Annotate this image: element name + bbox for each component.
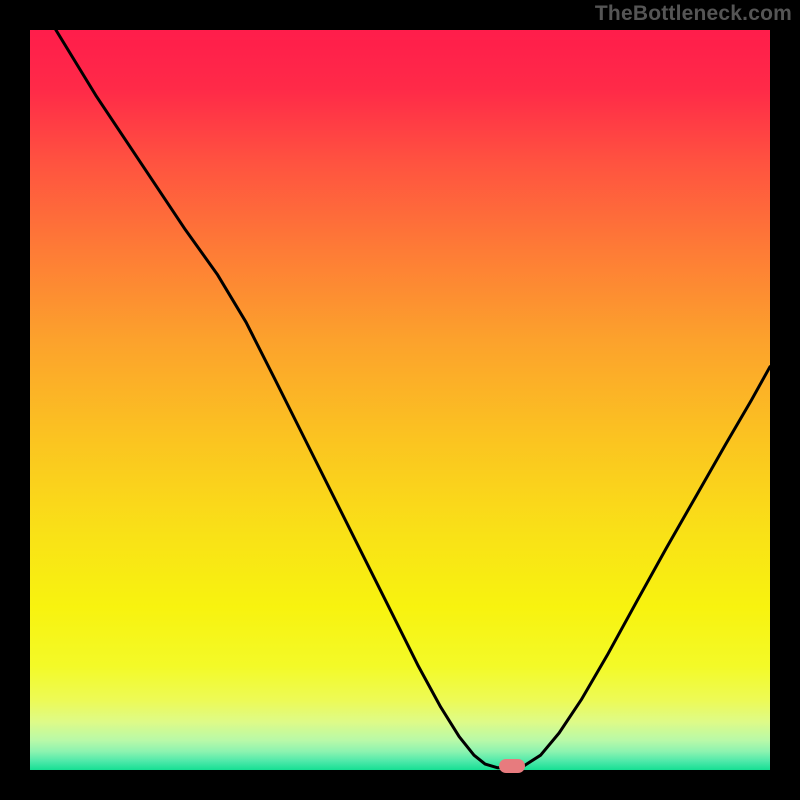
chart-frame: TheBottleneck.com (0, 0, 800, 800)
gradient-background (30, 30, 770, 770)
plot-area (30, 30, 770, 770)
bottleneck-marker (499, 759, 525, 773)
watermark-text: TheBottleneck.com (595, 2, 792, 26)
